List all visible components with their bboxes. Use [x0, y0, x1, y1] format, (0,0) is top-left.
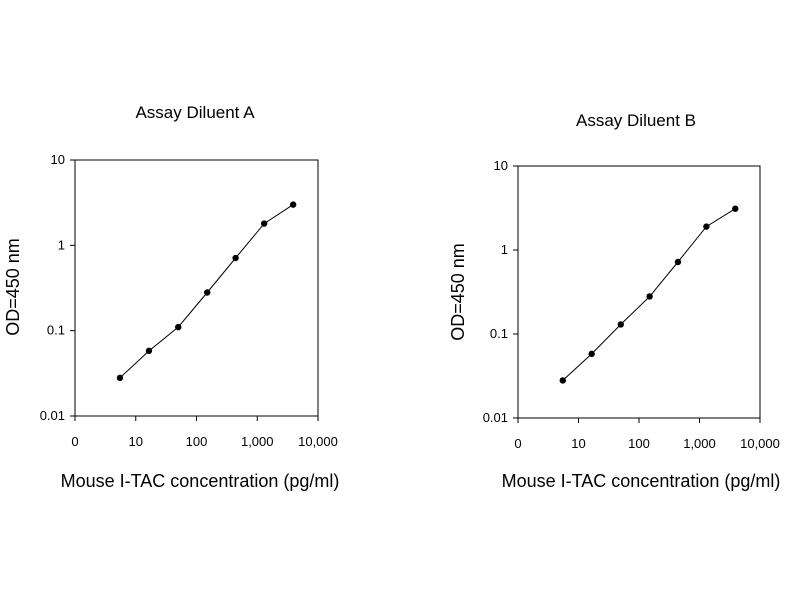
- data-point: [175, 323, 182, 331]
- y-tick-label: 0.01: [40, 408, 65, 423]
- y-tick-label: 10: [494, 158, 508, 173]
- x-tick-label: 10: [129, 434, 143, 449]
- x-tick-label: 0: [514, 436, 521, 451]
- y-tick-label: 0.1: [490, 326, 508, 341]
- x-axis-label: Mouse I-TAC concentration (pg/ml): [502, 471, 781, 491]
- plot-frame: [74, 159, 319, 417]
- x-tick-label: 100: [628, 436, 650, 451]
- y-axis-label: OD=450 nm: [3, 238, 23, 336]
- y-tick-label: 1: [501, 242, 508, 257]
- x-tick-label: 10: [571, 436, 585, 451]
- data-point: [646, 293, 653, 300]
- x-tick-label: 1,000: [683, 436, 716, 451]
- y-tick-label: 0.01: [483, 410, 508, 425]
- data-point: [260, 220, 268, 227]
- y-tick-label: 1: [58, 237, 65, 252]
- data-point: [145, 347, 153, 355]
- data-point: [703, 223, 710, 230]
- data-point: [732, 205, 739, 212]
- x-tick-label: 100: [186, 434, 208, 449]
- data-point: [203, 289, 211, 296]
- chart-title: Assay Diluent B: [576, 111, 696, 130]
- x-tick-label: 1,000: [241, 434, 274, 449]
- x-tick-label: 10,000: [298, 434, 338, 449]
- data-point: [588, 350, 595, 358]
- x-tick-label: 10,000: [740, 436, 780, 451]
- y-tick-label: 10: [51, 152, 65, 167]
- y-axis-label: OD=450 nm: [448, 243, 468, 341]
- chart-title: Assay Diluent A: [135, 103, 255, 122]
- data-point: [232, 254, 239, 262]
- plot-frame: [517, 165, 761, 419]
- chart-assay-diluent-a: Assay Diluent A Mouse I-TAC concentratio…: [3, 103, 339, 491]
- data-point: [559, 377, 566, 384]
- data-point: [116, 374, 124, 382]
- data-point: [289, 201, 297, 208]
- data-point: [674, 258, 682, 266]
- x-axis-label: Mouse I-TAC concentration (pg/ml): [61, 471, 340, 491]
- data-point: [617, 321, 624, 328]
- y-tick-label: 0.1: [47, 323, 65, 338]
- x-tick-label: 0: [71, 434, 78, 449]
- chart-assay-diluent-b: Assay Diluent B Mouse I-TAC concentratio…: [448, 111, 780, 491]
